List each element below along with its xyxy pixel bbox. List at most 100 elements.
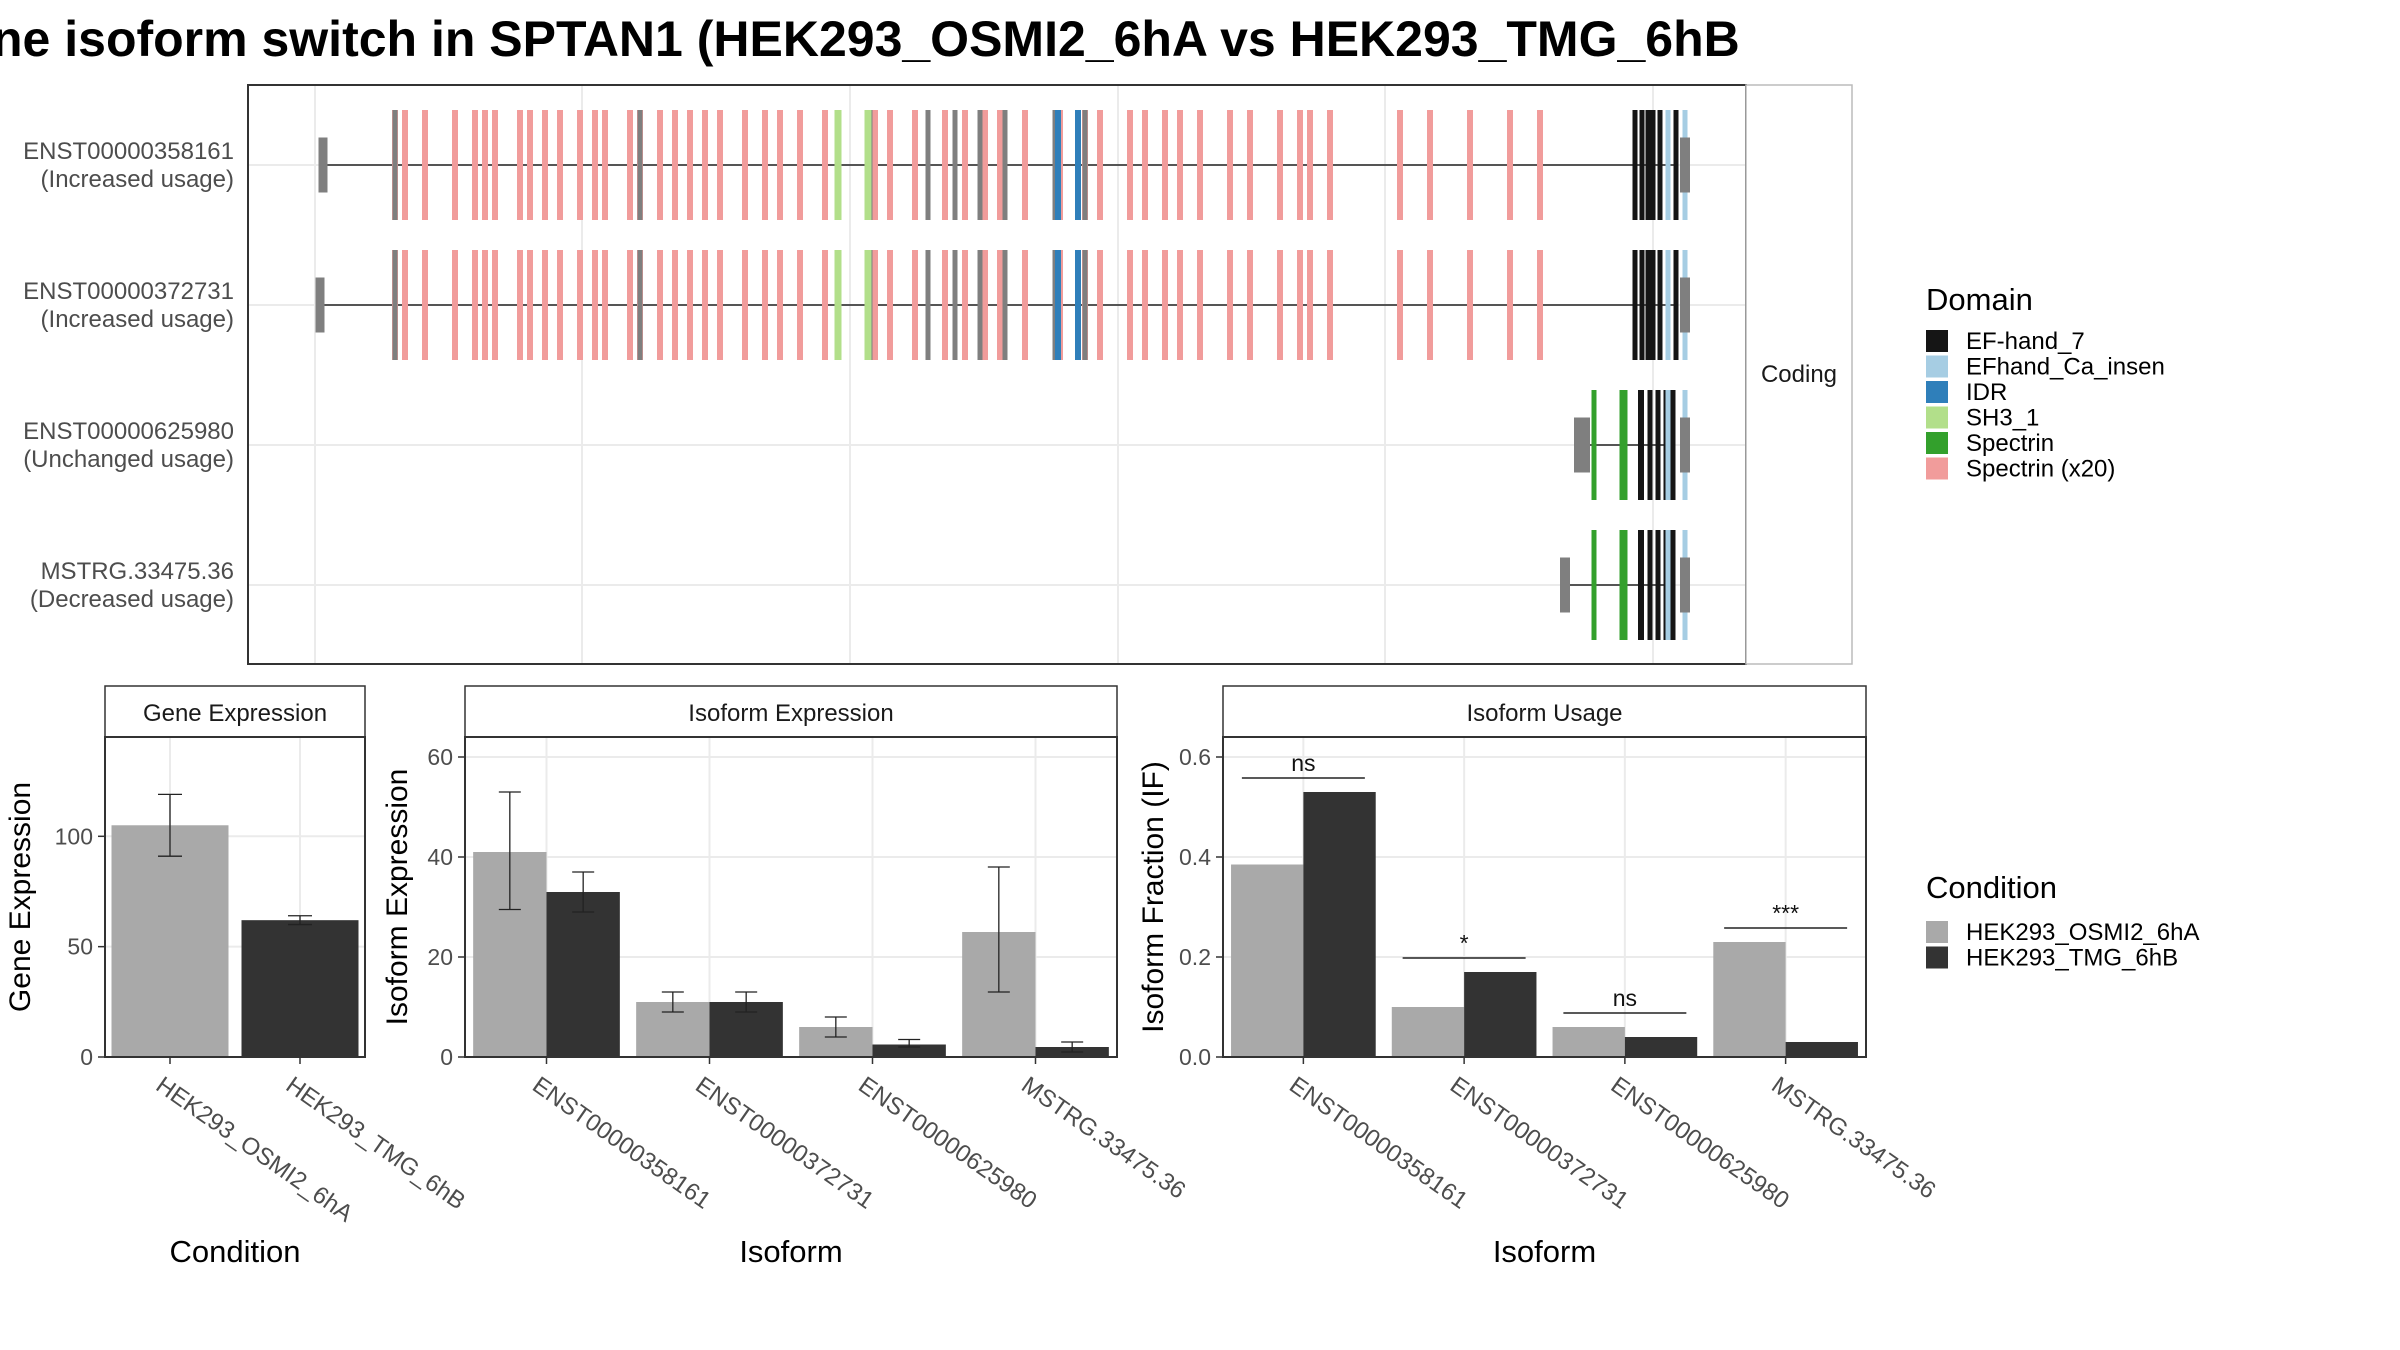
exon-spectrin-x20 [1537, 110, 1543, 220]
exon-spectrin-x20 [742, 250, 748, 360]
y-tick-label: 0.2 [1179, 944, 1211, 970]
x-axis-title: Condition [170, 1234, 301, 1269]
transcript-id-label: ENST00000625980 [23, 418, 234, 445]
exon-spectrin-x20 [1097, 110, 1103, 220]
transcript-labels: ENST00000358161(Increased usage)ENST0000… [23, 138, 234, 613]
exon-spectrin-x20 [482, 110, 488, 220]
x-tick-label: ENST00000625980 [853, 1072, 1041, 1215]
panel-border [1222, 736, 1867, 1058]
exon-efhand7 [1655, 390, 1661, 500]
exon-efhand-ca [1665, 390, 1671, 500]
exon-noncoding [977, 110, 983, 220]
exon-spectrin-x20 [557, 250, 563, 360]
exon-spectrin-x20 [1162, 250, 1168, 360]
y-tick-label: 60 [427, 744, 453, 770]
exon-efhand7 [1657, 250, 1663, 360]
exon-spectrin-x20 [672, 250, 678, 360]
figure-title: ne isoform switch in SPTAN1 (HEK293_OSMI… [0, 11, 1740, 67]
exon-spectrin-x20 [1127, 110, 1133, 220]
exon-spectrin-x20 [602, 250, 608, 360]
bar [546, 892, 620, 1057]
significance-label: ns [1291, 750, 1315, 776]
exon-spectrin-x20 [1022, 110, 1028, 220]
exon-noncoding [977, 250, 983, 360]
exon-spectrin-x20 [1427, 250, 1433, 360]
legend-label: Spectrin [1966, 430, 2054, 457]
exon-sh3 [834, 110, 842, 220]
panel-title: Isoform Expression [688, 700, 893, 727]
exon-spectrin-x20 [592, 250, 598, 360]
exon-spectrin-x20 [1197, 250, 1203, 360]
exon-spectrin-x20 [1142, 110, 1148, 220]
transcript-id-label: ENST00000372731 [23, 278, 234, 305]
exon-spectrin-x20 [422, 110, 428, 220]
y-tick-label: 100 [55, 823, 93, 849]
exon-sh3 [834, 250, 842, 360]
exon-spectrin-x20 [1537, 250, 1543, 360]
exon-efhand7 [1657, 110, 1663, 220]
exon-spectrin-x20 [1467, 110, 1473, 220]
significance-label: ns [1613, 985, 1637, 1011]
exon-spectrin-x20 [1022, 250, 1028, 360]
exon-noncoding [392, 250, 398, 360]
exon-spectrin-x20 [517, 250, 523, 360]
legend-label: EFhand_Ca_insen [1966, 354, 2165, 381]
exon-efhand7 [1638, 530, 1644, 640]
exon-efhand7 [1647, 390, 1653, 500]
exon-spectrin-x20 [602, 110, 608, 220]
exon-spectrin-x20 [627, 110, 633, 220]
utr-exon [1560, 557, 1570, 613]
exon-spectrin-x20 [1307, 110, 1313, 220]
exon-noncoding [952, 110, 958, 220]
y-tick-label: 0 [80, 1044, 93, 1070]
exon-spectrin-x20 [887, 250, 893, 360]
exon-efhand7 [1650, 250, 1656, 360]
exon-idr [1055, 250, 1061, 360]
exon-spectrin-x20 [542, 250, 548, 360]
exon-spectrin-x20 [577, 250, 583, 360]
exon-efhand7 [1638, 390, 1644, 500]
x-tick-label: ENST00000625980 [1606, 1072, 1794, 1215]
exon-noncoding [925, 250, 931, 360]
utr-exon [1680, 417, 1690, 473]
exon-spectrin [1591, 390, 1597, 500]
exon-spectrin-x20 [1127, 250, 1133, 360]
legend-label: IDR [1966, 379, 2007, 406]
transcript-panel: Coding ENST00000358161(Increased usage)E… [23, 84, 1853, 665]
domain-legend-title: Domain [1926, 282, 2033, 317]
exon-spectrin-x20 [672, 110, 678, 220]
transcript-usage-label: (Unchanged usage) [23, 446, 234, 473]
exon-noncoding [1002, 110, 1008, 220]
bar [1713, 942, 1786, 1057]
legend-key [1926, 946, 1948, 969]
bar [1464, 972, 1537, 1057]
exon-efhand7 [1645, 110, 1651, 220]
exon-spectrin [1619, 530, 1625, 640]
significance-label: *** [1772, 900, 1799, 926]
exon-spectrin-x20 [657, 250, 663, 360]
exon-spectrin-x20 [402, 110, 408, 220]
bar [1624, 1037, 1698, 1057]
exon-spectrin-x20 [517, 110, 523, 220]
bar-panels: Gene Expression050100HEK293_OSMI2_6hAHEK… [4, 685, 1940, 1269]
exon-spectrin-x20 [482, 250, 488, 360]
exon-spectrin-x20 [1297, 250, 1303, 360]
utr-exon [1680, 277, 1690, 333]
exon-spectrin [1622, 390, 1628, 500]
exon-spectrin-x20 [962, 110, 968, 220]
legend-key [1926, 457, 1948, 480]
exon-spectrin-x20 [527, 110, 533, 220]
bar [872, 1044, 946, 1057]
legend-label: SH3_1 [1966, 405, 2039, 432]
exon-spectrin-x20 [592, 110, 598, 220]
y-tick-label: 0.0 [1179, 1044, 1211, 1070]
exon-spectrin-x20 [472, 110, 478, 220]
exon-efhand7 [1673, 250, 1679, 360]
exon-efhand7 [1639, 250, 1645, 360]
x-axis-title: Isoform [1493, 1234, 1596, 1269]
exon-spectrin [1591, 530, 1597, 640]
exon-spectrin-x20 [872, 110, 878, 220]
exon-spectrin-x20 [822, 110, 828, 220]
significance-label: * [1460, 930, 1469, 956]
